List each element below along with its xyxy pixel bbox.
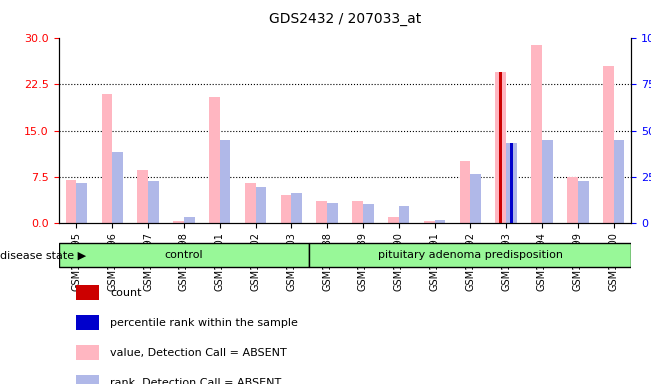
Bar (388, 217, 398, 223)
Bar (281, 195, 291, 223)
Bar (460, 161, 470, 223)
Text: count: count (110, 288, 142, 298)
Bar (219, 140, 230, 223)
Bar (292, 193, 302, 223)
Bar (567, 177, 577, 223)
Bar (495, 72, 506, 223)
Bar (76, 376, 99, 384)
Bar (352, 201, 363, 223)
Bar (613, 140, 624, 223)
Bar (499, 72, 502, 223)
Bar (363, 204, 374, 223)
Bar (316, 201, 327, 223)
Bar (112, 152, 123, 223)
Bar (603, 66, 613, 223)
Bar (184, 217, 195, 223)
Bar (102, 94, 112, 223)
Bar (577, 181, 589, 223)
Text: rank, Detection Call = ABSENT: rank, Detection Call = ABSENT (110, 378, 281, 384)
Bar (510, 143, 513, 223)
Bar (531, 45, 542, 223)
Bar (542, 140, 553, 223)
Bar (173, 222, 184, 223)
Bar (398, 205, 409, 223)
Bar (76, 285, 99, 300)
Text: value, Detection Call = ABSENT: value, Detection Call = ABSENT (110, 348, 287, 358)
Bar (66, 180, 77, 223)
FancyBboxPatch shape (309, 243, 631, 268)
Bar (209, 97, 220, 223)
Bar (506, 143, 517, 223)
Bar (76, 345, 99, 360)
Bar (148, 181, 159, 223)
Text: percentile rank within the sample: percentile rank within the sample (110, 318, 298, 328)
Text: GDS2432 / 207033_at: GDS2432 / 207033_at (269, 12, 421, 25)
Bar (255, 187, 266, 223)
Bar (327, 203, 338, 223)
Bar (470, 174, 481, 223)
Bar (245, 183, 255, 223)
Bar (76, 315, 99, 330)
Bar (424, 221, 435, 223)
FancyBboxPatch shape (59, 243, 309, 268)
Text: control: control (165, 250, 203, 260)
Text: pituitary adenoma predisposition: pituitary adenoma predisposition (378, 250, 563, 260)
Text: disease state ▶: disease state ▶ (0, 250, 86, 260)
Bar (137, 170, 148, 223)
Bar (77, 183, 87, 223)
Bar (435, 220, 445, 223)
